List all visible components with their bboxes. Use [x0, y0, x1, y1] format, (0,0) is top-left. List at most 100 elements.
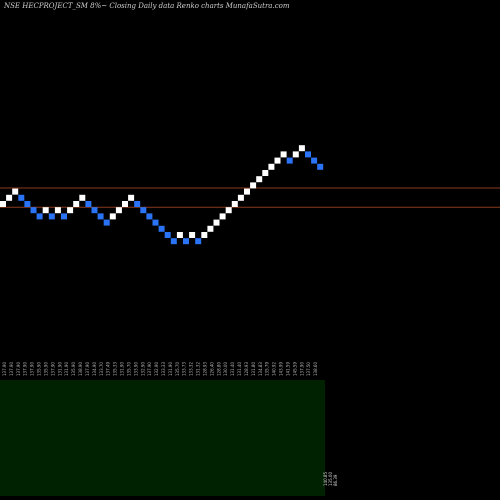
renko-brick — [176, 232, 183, 238]
x-tick-label: 131.32 — [196, 362, 201, 376]
renko-brick — [97, 213, 104, 220]
x-tick-label: 133.70 — [99, 362, 104, 376]
renko-brick — [195, 238, 202, 245]
x-tick-label: 145.59 — [292, 362, 297, 376]
renko-brick — [54, 207, 61, 214]
renko-brick — [219, 213, 226, 220]
x-tick-label: 137.49 — [106, 362, 111, 376]
x-tick-label: 128.93 — [202, 362, 207, 376]
x-tick-label: 133.32 — [189, 362, 194, 376]
last-value-label: 140.85 — [323, 472, 328, 486]
x-tick-label: 133.90 — [133, 362, 138, 376]
renko-brick — [201, 232, 208, 238]
renko-brick — [207, 225, 214, 232]
renko-brick — [128, 194, 135, 201]
renko-brick — [189, 232, 196, 238]
renko-brick — [170, 238, 177, 245]
renko-brick — [67, 207, 74, 214]
x-tick-label: 141.59 — [285, 362, 290, 376]
renko-brick — [231, 201, 238, 207]
renko-brick — [237, 194, 244, 201]
renko-brick — [36, 213, 43, 220]
reference-lines — [0, 187, 500, 208]
x-tick-label: 138.90 — [78, 362, 83, 376]
x-tick-label: 143.99 — [279, 362, 284, 376]
x-tick-label: 128.80 — [216, 362, 221, 376]
x-tick-label: 128.93 — [244, 362, 249, 376]
x-tick-label: 131.80 — [251, 362, 256, 376]
renko-brick — [274, 157, 281, 164]
renko-brick — [103, 219, 110, 226]
x-tick-label: 135.90 — [71, 362, 76, 376]
x-tick-label: 137.90 — [9, 362, 14, 376]
renko-brick — [73, 201, 80, 207]
x-tick-label: 137.90 — [16, 362, 21, 376]
x-tick-label: 131.40 — [237, 362, 242, 376]
x-tick-label: 133.73 — [182, 362, 187, 376]
renko-brick — [85, 201, 92, 207]
renko-brick — [61, 213, 67, 220]
x-tick-label: 130.00 — [223, 362, 228, 376]
renko-brick — [292, 151, 299, 158]
renko-brick — [280, 151, 287, 158]
renko-brick — [268, 163, 275, 170]
renko-brick — [158, 225, 165, 232]
renko-brick — [146, 213, 153, 220]
x-tick-label: 137.90 — [30, 362, 35, 376]
renko-brick — [250, 182, 257, 189]
renko-brick — [91, 207, 98, 214]
renko-brick — [0, 201, 6, 207]
x-tick-label: 134.83 — [258, 362, 263, 376]
last-value-label: 86.39 — [333, 474, 338, 486]
renko-brick — [164, 232, 171, 238]
x-tick-label: 135.79 — [265, 362, 270, 376]
x-tick-labels: 137.90 137.90 137.90 137.90 137.90 135.90 135.… — [2, 362, 318, 376]
renko-brick — [6, 194, 13, 201]
x-tick-label: 132.90 — [154, 362, 159, 376]
x-tick-label: 137.90 — [50, 362, 55, 376]
x-tick-label: 135.33 — [113, 362, 118, 376]
renko-brick — [109, 213, 116, 220]
x-tick-label: 133.33 — [161, 362, 166, 376]
volume-area — [0, 380, 325, 496]
renko-brick — [286, 157, 293, 164]
renko-brick — [262, 170, 269, 176]
x-tick-label: 140.92 — [272, 362, 277, 376]
x-tick-label: 137.90 — [23, 362, 28, 376]
last-values: 140.85 135.00 86.39 — [323, 472, 338, 486]
renko-brick — [225, 207, 232, 214]
x-tick-label: 135.90 — [37, 362, 42, 376]
renko-brick — [115, 207, 122, 214]
renko-brick — [213, 219, 220, 226]
renko-brick — [134, 201, 141, 207]
renko-brick — [244, 188, 250, 195]
renko-brick — [298, 145, 305, 152]
renko-brick — [256, 176, 263, 183]
renko-brick — [311, 157, 318, 164]
renko-brick — [24, 201, 31, 207]
renko-brick — [12, 188, 19, 195]
renko-brick — [317, 163, 324, 170]
x-tick-label: 137.90 — [299, 362, 304, 376]
x-tick-label: 137.90 — [2, 362, 7, 376]
x-tick-label: 126.40 — [209, 362, 214, 376]
x-tick-label: 135.70 — [175, 362, 180, 376]
x-tick-label: 137.90 — [147, 362, 152, 376]
x-tick-label: 131.40 — [230, 362, 235, 376]
chart-title: NSE HECPROJECT_SM 8%~ Closing Daily data… — [4, 2, 290, 10]
x-tick-label: 137.90 — [85, 362, 90, 376]
renko-brick — [42, 207, 49, 214]
last-value-label: 135.00 — [328, 472, 333, 486]
renko-brick — [30, 207, 37, 214]
x-tick-label: 137.50 — [306, 362, 311, 376]
x-tick-label: 131.90 — [120, 362, 125, 376]
renko-brick — [79, 194, 86, 201]
renko-bricks — [0, 145, 324, 245]
x-tick-label: 131.90 — [57, 362, 62, 376]
x-tick-label: 135.70 — [126, 362, 131, 376]
renko-brick — [18, 194, 25, 201]
x-tick-label: 132.90 — [140, 362, 145, 376]
x-tick-label: 138.60 — [313, 362, 318, 376]
x-tick-label: 131.90 — [64, 362, 69, 376]
renko-brick — [152, 219, 159, 226]
